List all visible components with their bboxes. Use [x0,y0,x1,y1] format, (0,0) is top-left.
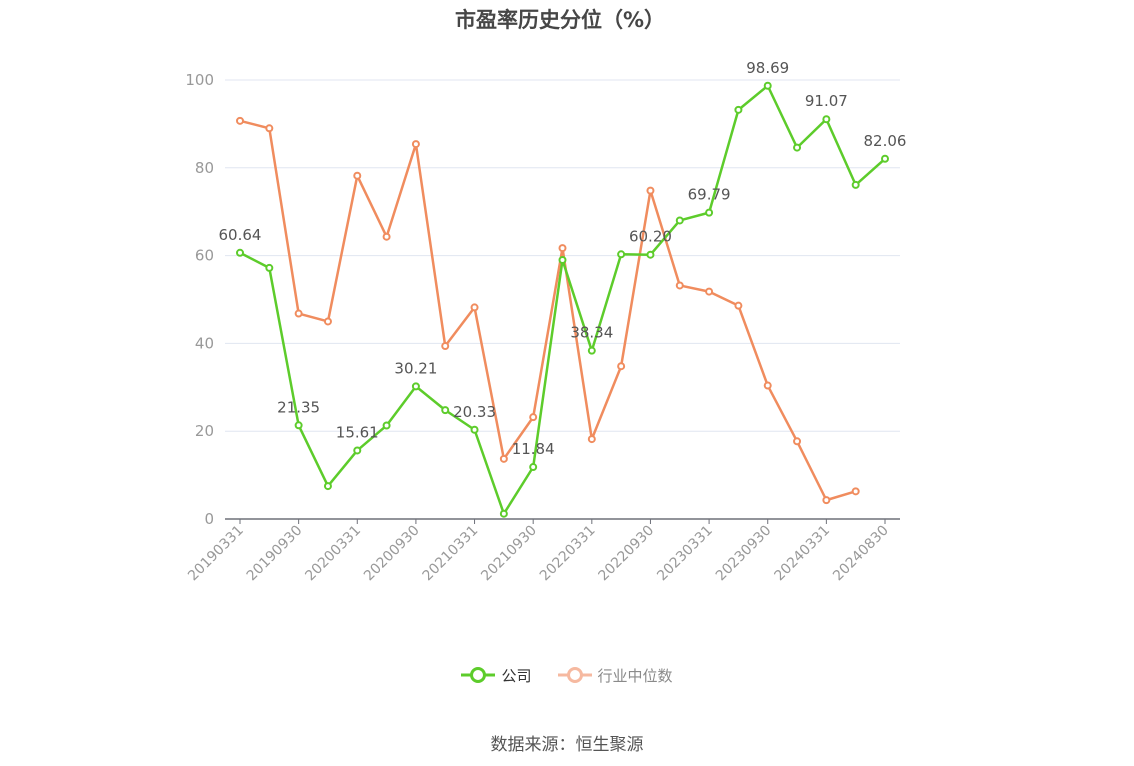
data-point-industry [265,124,274,133]
data-point-company [470,425,479,434]
data-point-industry [441,342,450,351]
x-tick-label: 20200930 [361,523,423,585]
data-point-company [617,250,626,259]
x-tick-label: 20210930 [478,523,540,585]
x-tick-label: 20240830 [830,523,892,585]
series-line-company [239,84,886,515]
data-label: 60.64 [219,226,262,244]
y-tick-label: 0 [204,510,214,528]
data-point-industry [587,435,596,444]
chart-title: 市盈率历史分位（%） [454,8,666,32]
series-layer [236,81,889,518]
data-point-company [587,346,596,355]
data-point-industry [822,496,831,505]
data-point-industry [675,281,684,290]
data-label: 69.79 [688,186,731,204]
data-point-company [294,421,303,430]
x-tick-label: 20220331 [537,523,599,585]
chart-svg: 0 20 40 60 80 100 2019033120190930202003312020… [185,59,907,584]
data-point-industry [734,301,743,310]
y-tick-label: 100 [185,71,214,89]
legend-label-company: 公司 [501,666,532,685]
data-label: 20.33 [453,403,496,421]
legend: 公司 行业中位数 [0,664,1134,686]
label-layer: 60.64 21.35 15.61 30.21 20.33 11.84 38.34 60.20… [219,59,907,458]
data-point-industry [793,437,802,446]
data-point-industry [763,381,772,390]
series-line-industry [239,119,857,502]
data-label: 15.61 [336,423,379,441]
x-tick-label: 20230331 [654,523,716,585]
data-point-industry [558,244,567,253]
source-note: 数据来源：恒生聚源 [490,735,644,755]
data-label: 98.69 [746,59,789,77]
legend-industry-marker-icon [557,667,592,683]
data-point-company [265,263,274,272]
y-tick-label: 20 [195,422,214,440]
data-point-industry [470,303,479,312]
data-point-company [323,482,332,491]
data-point-company [763,81,772,90]
data-point-industry [851,487,860,496]
data-point-industry [323,317,332,326]
data-point-company [851,180,860,189]
data-label: 21.35 [277,398,320,416]
axis-layer: 0 20 40 60 80 100 2019033120190930202003312020… [185,71,900,584]
legend-item-industry[interactable]: 行业中位数 [557,664,673,686]
data-point-industry [294,309,303,318]
data-point-company [499,509,508,518]
x-tick-label: 20190331 [185,523,247,585]
data-label: 11.84 [512,440,555,458]
legend-company-marker-icon [461,667,496,683]
data-point-company [822,115,831,124]
x-tick-label: 20200331 [302,523,364,585]
legend-label-industry: 行业中位数 [597,666,673,685]
data-point-industry [529,413,538,422]
data-point-industry [411,140,420,149]
data-point-industry [646,186,655,195]
data-point-industry [617,362,626,371]
data-point-company [236,248,244,257]
data-label: 60.20 [629,228,672,246]
data-point-industry [705,287,714,296]
data-point-company [793,143,802,152]
x-tick-label: 20220930 [596,523,658,585]
y-tick-label: 40 [195,334,214,352]
data-point-company [558,255,567,264]
data-label: 30.21 [394,359,437,377]
data-point-company [529,463,538,472]
data-point-company [881,154,889,163]
data-point-company [675,216,684,225]
x-tick-label: 20210331 [420,523,482,585]
data-label: 91.07 [805,92,848,110]
y-tick-label: 60 [195,247,214,265]
data-point-company [646,250,655,259]
data-point-company [705,208,714,217]
data-point-company [353,446,362,455]
data-point-company [441,406,450,415]
data-label: 38.34 [570,324,613,342]
data-point-industry [353,171,362,180]
data-point-company [734,105,743,114]
legend-item-company[interactable]: 公司 [461,664,532,686]
data-point-company [411,382,420,391]
data-point-industry [499,454,508,463]
y-tick-label: 80 [195,159,214,177]
x-tick-label: 20190930 [244,523,306,585]
data-label: 82.06 [864,132,907,150]
x-tick-label: 20240331 [771,523,833,585]
x-tick-label: 20230930 [713,523,775,585]
data-point-industry [236,116,244,125]
data-point-industry [382,232,391,241]
data-point-company [382,421,391,430]
